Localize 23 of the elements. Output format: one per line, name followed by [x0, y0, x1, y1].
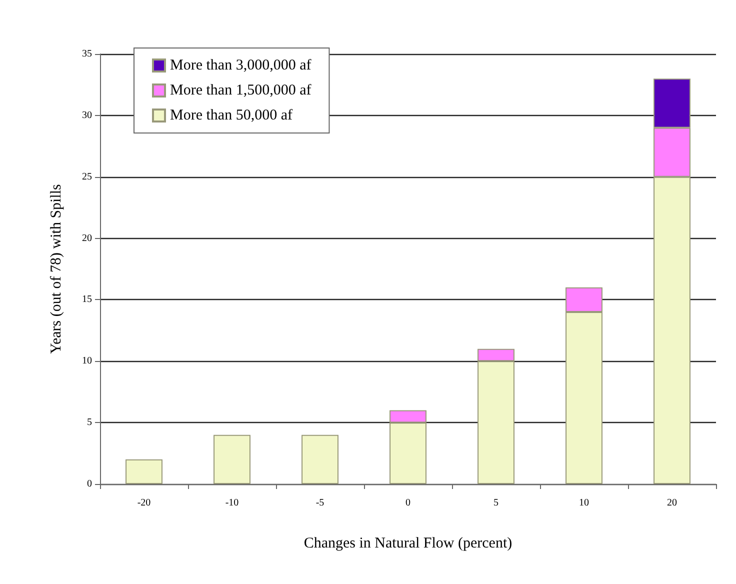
- x-axis-title: Changes in Natural Flow (percent): [304, 536, 512, 552]
- y-tick-label: 35: [82, 48, 92, 60]
- x-tick-label: -10: [225, 498, 239, 508]
- y-tick-label: 30: [82, 110, 92, 121]
- y-tick-label: 0: [87, 478, 92, 490]
- legend-label: More than 1,500,000 af: [170, 82, 312, 98]
- x-tick-label: 5: [494, 498, 498, 508]
- x-tick-label: -20: [137, 498, 151, 508]
- bar: [126, 459, 162, 484]
- y-tick-label: 10: [82, 356, 92, 367]
- x-tick-label: -5: [316, 498, 324, 508]
- y-axis-title: Years (out of 78) with Spills: [48, 184, 64, 354]
- y-tick-label: 5: [87, 417, 92, 428]
- y-tick-label: 25: [82, 171, 92, 182]
- y-tick-label: 15: [82, 294, 92, 306]
- x-tick-label: 10: [579, 498, 589, 508]
- x-tick-label: 0: [406, 498, 410, 508]
- x-tick-label: 20: [667, 498, 677, 508]
- y-tick-label: 20: [82, 232, 92, 244]
- bar: [302, 434, 338, 484]
- legend-label: More than 3,000,000 af: [170, 58, 312, 74]
- legend-label: More than 50,000 af: [170, 108, 292, 124]
- bar: [214, 434, 250, 484]
